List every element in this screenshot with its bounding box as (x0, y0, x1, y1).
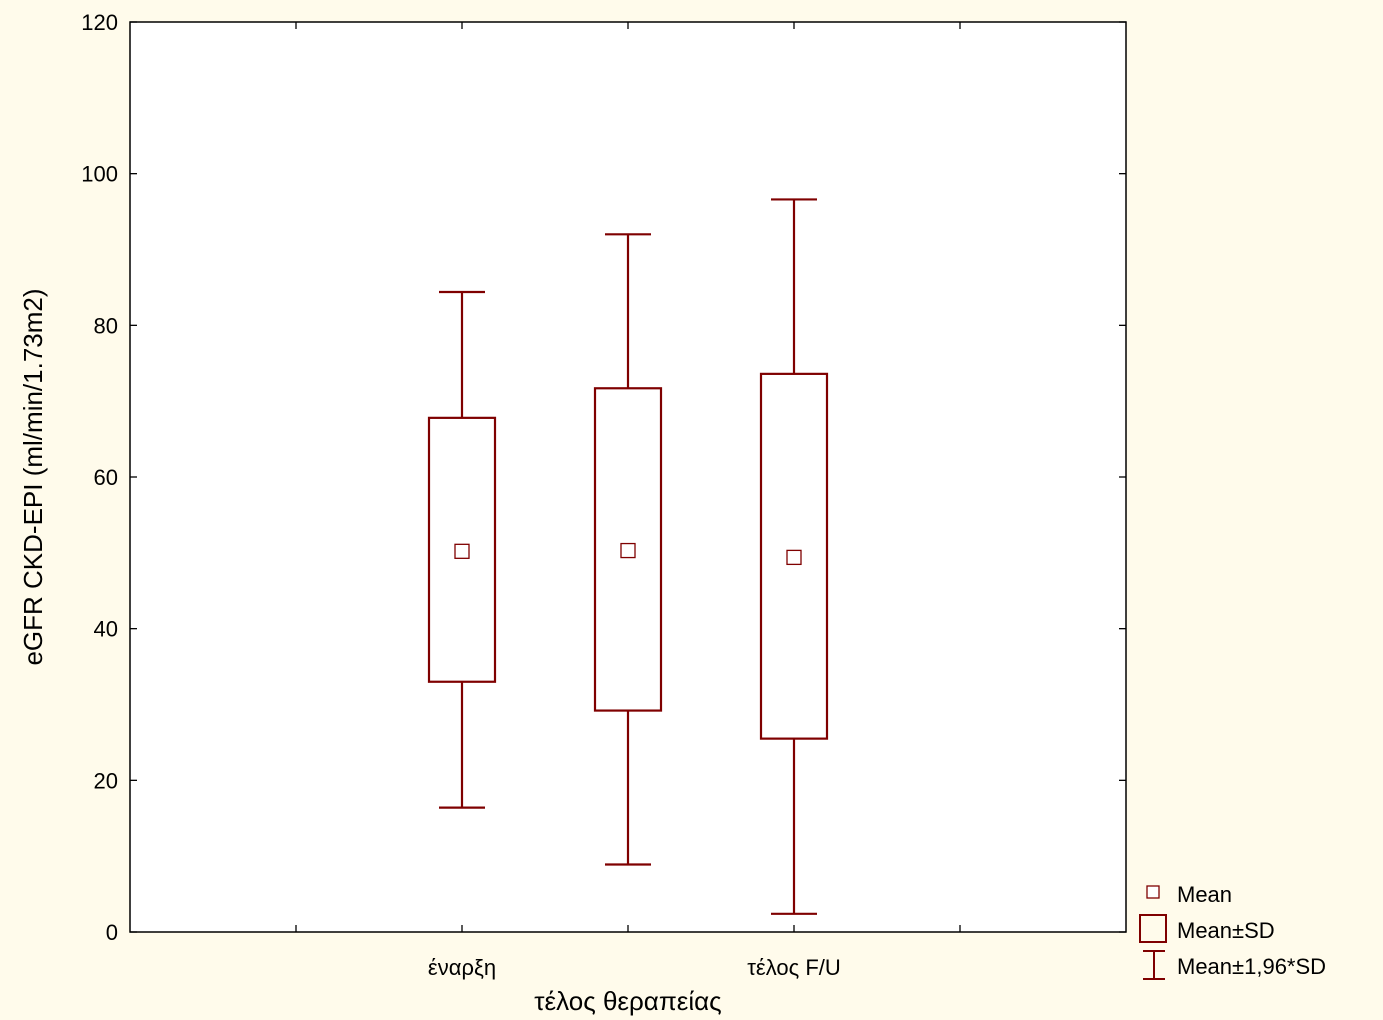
x-axis-title: τέλος θεραπείας (534, 986, 721, 1016)
legend-mean-label: Mean (1177, 882, 1232, 907)
x-axis: έναρξη τέλος F/U (295, 22, 961, 980)
y-tick-label: 0 (106, 920, 118, 945)
x-tick-label: έναρξη (428, 955, 496, 980)
y-tick-label: 100 (81, 162, 118, 187)
x-tick-label: τέλος F/U (747, 955, 841, 980)
y-axis-title: eGFR CKD-EPI (ml/min/1.73m2) (18, 288, 48, 665)
y-tick-label: 60 (94, 465, 118, 490)
sd-box (759, 372, 829, 740)
legend-mean-marker (1146, 885, 1160, 899)
y-tick-label: 120 (81, 10, 118, 35)
box-group (427, 290, 497, 809)
legend-ci-label: Mean±1,96*SD (1177, 954, 1326, 979)
y-tick-label: 80 (94, 313, 118, 338)
mean-marker (786, 549, 802, 566)
mean-marker (454, 543, 470, 559)
sd-box (593, 387, 663, 712)
sd-box (427, 416, 497, 683)
legend: Mean Mean±SD Mean±1,96*SD (1139, 882, 1326, 980)
y-axis: 0 20 40 60 80 100 120 (81, 10, 1126, 945)
legend-sd-marker (1139, 914, 1167, 943)
mean-marker (620, 542, 636, 559)
y-tick-label: 40 (94, 617, 118, 642)
box-group (593, 233, 663, 866)
legend-sd-label: Mean±SD (1177, 918, 1275, 943)
y-tick-label: 20 (94, 768, 118, 793)
box-group (759, 198, 829, 915)
legend-ci-marker (1143, 950, 1165, 980)
series-marks (427, 198, 829, 915)
